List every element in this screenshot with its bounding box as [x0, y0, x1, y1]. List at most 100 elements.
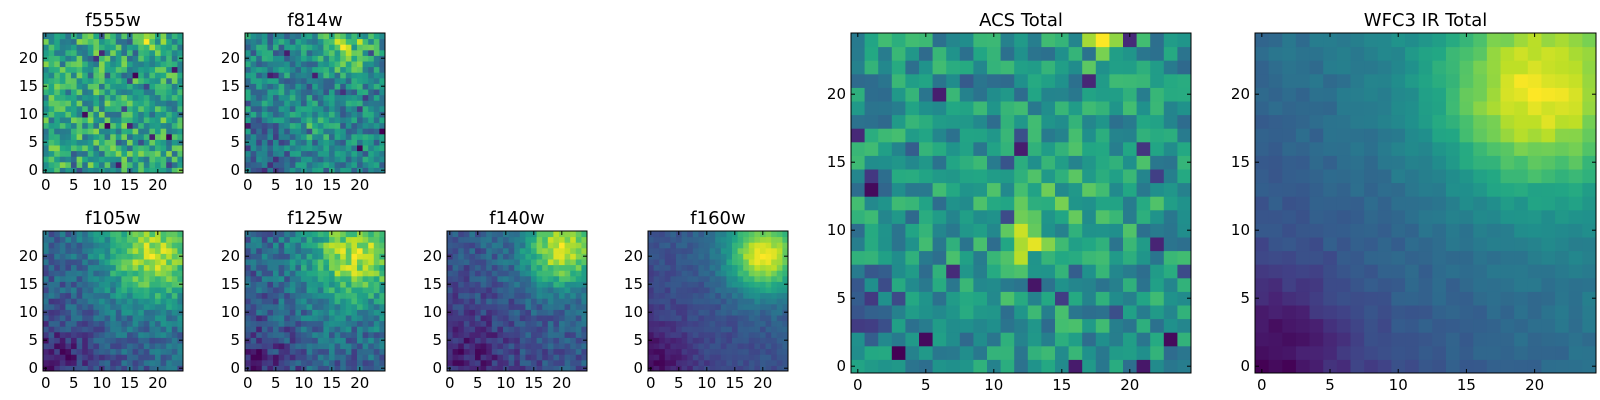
y-tick-label: 20	[221, 247, 240, 265]
heatmap-cell	[486, 326, 493, 333]
heatmap-cell	[245, 259, 252, 266]
heatmap-cell	[681, 270, 688, 277]
heatmap-cell	[709, 270, 716, 277]
heatmap-cell	[99, 111, 106, 118]
heatmap-cell	[351, 77, 358, 84]
heatmap-cell	[340, 242, 347, 249]
heatmap-cell	[306, 44, 313, 51]
heatmap-cell	[1000, 277, 1015, 292]
heatmap-cell	[48, 354, 55, 361]
heatmap-cell	[149, 303, 156, 310]
heatmap-cell	[250, 264, 257, 271]
heatmap-cell	[919, 345, 934, 360]
heatmap-cell	[1568, 359, 1583, 374]
heatmap-cell	[919, 182, 934, 197]
heatmap-cell	[160, 61, 167, 68]
heatmap-cell	[82, 49, 89, 56]
heatmap-cell	[289, 100, 296, 107]
heatmap-cell	[379, 38, 386, 45]
heatmap-cell	[250, 348, 257, 355]
heatmap-cell	[87, 55, 94, 62]
heatmap-cell	[65, 231, 72, 238]
heatmap-cell	[245, 161, 252, 168]
heatmap-cell	[351, 359, 358, 366]
heatmap-cell	[559, 275, 566, 282]
heatmap-cell	[132, 100, 139, 107]
heatmap-cell	[1445, 305, 1461, 320]
heatmap-cell	[289, 133, 296, 140]
heatmap-cell	[76, 156, 83, 163]
heatmap-cell	[256, 100, 263, 107]
heatmap-cell	[59, 326, 66, 333]
heatmap-cell	[1095, 237, 1110, 252]
heatmap-cell	[273, 72, 280, 79]
heatmap-cell	[82, 354, 89, 361]
heatmap-cell	[312, 337, 319, 344]
heatmap-cell	[946, 223, 961, 238]
heatmap-cell	[1282, 332, 1297, 347]
heatmap-cell	[531, 331, 538, 338]
heatmap-cell	[765, 264, 772, 271]
heatmap-cell	[110, 77, 117, 84]
heatmap-cell	[59, 275, 66, 282]
heatmap-cell	[732, 275, 739, 282]
heatmap-cell	[177, 298, 184, 305]
heatmap-cell	[132, 315, 139, 322]
heatmap-cell	[1541, 264, 1556, 279]
heatmap-cell	[278, 94, 285, 101]
heatmap-cell	[531, 292, 538, 299]
x-tick-label: 0	[445, 374, 455, 392]
heatmap-cell	[71, 309, 78, 316]
heatmap-cell	[48, 247, 55, 254]
heatmap-cell	[1445, 345, 1461, 360]
heatmap-cell	[54, 343, 61, 350]
heatmap-cell	[503, 259, 510, 266]
heatmap-cell	[1123, 264, 1138, 279]
heatmap-cell	[905, 33, 920, 48]
heatmap-cell	[864, 332, 879, 347]
heatmap-cell	[1555, 209, 1570, 224]
heatmap-cell	[317, 61, 324, 68]
heatmap-cell	[497, 348, 504, 355]
heatmap-cell	[1418, 209, 1433, 224]
heatmap-cell	[323, 331, 330, 338]
heatmap-cell	[104, 231, 111, 238]
heatmap-cell	[160, 270, 167, 277]
heatmap-cell	[138, 100, 145, 107]
heatmap-cell	[1136, 87, 1151, 102]
heatmap-cell	[1068, 141, 1083, 156]
heatmap-cell	[486, 315, 493, 322]
heatmap-cell	[447, 236, 454, 243]
heatmap-cell	[306, 33, 313, 40]
heatmap-cell	[575, 331, 582, 338]
heatmap-cell	[284, 83, 291, 90]
heatmap-cell	[1150, 318, 1165, 333]
heatmap-cell	[261, 331, 268, 338]
heatmap-cell	[905, 128, 920, 143]
heatmap-cell	[245, 100, 252, 107]
heatmap-cell	[132, 66, 139, 73]
heatmap-cell	[1555, 182, 1570, 197]
heatmap-cell	[301, 94, 308, 101]
heatmap-cell	[127, 150, 134, 157]
heatmap-cell	[121, 236, 128, 243]
x-tick-label: 5	[271, 374, 281, 392]
heatmap-cell	[132, 343, 139, 350]
heatmap-cell	[312, 83, 319, 90]
heatmap-cell	[250, 105, 257, 112]
heatmap-cell	[373, 33, 380, 40]
heatmap-cell	[289, 49, 296, 56]
heatmap-cell	[295, 292, 302, 299]
heatmap-cell	[155, 44, 162, 51]
heatmap-cell	[48, 117, 55, 124]
heatmap-cell	[301, 236, 308, 243]
heatmap-cell	[149, 320, 156, 327]
heatmap-cell	[1568, 345, 1583, 360]
heatmap-cell	[289, 66, 296, 73]
heatmap-cell	[284, 94, 291, 101]
heatmap-cell	[547, 309, 554, 316]
heatmap-cell	[110, 111, 117, 118]
heatmap-cell	[771, 331, 778, 338]
heatmap-cell	[127, 292, 134, 299]
heatmap-cell	[261, 133, 268, 140]
